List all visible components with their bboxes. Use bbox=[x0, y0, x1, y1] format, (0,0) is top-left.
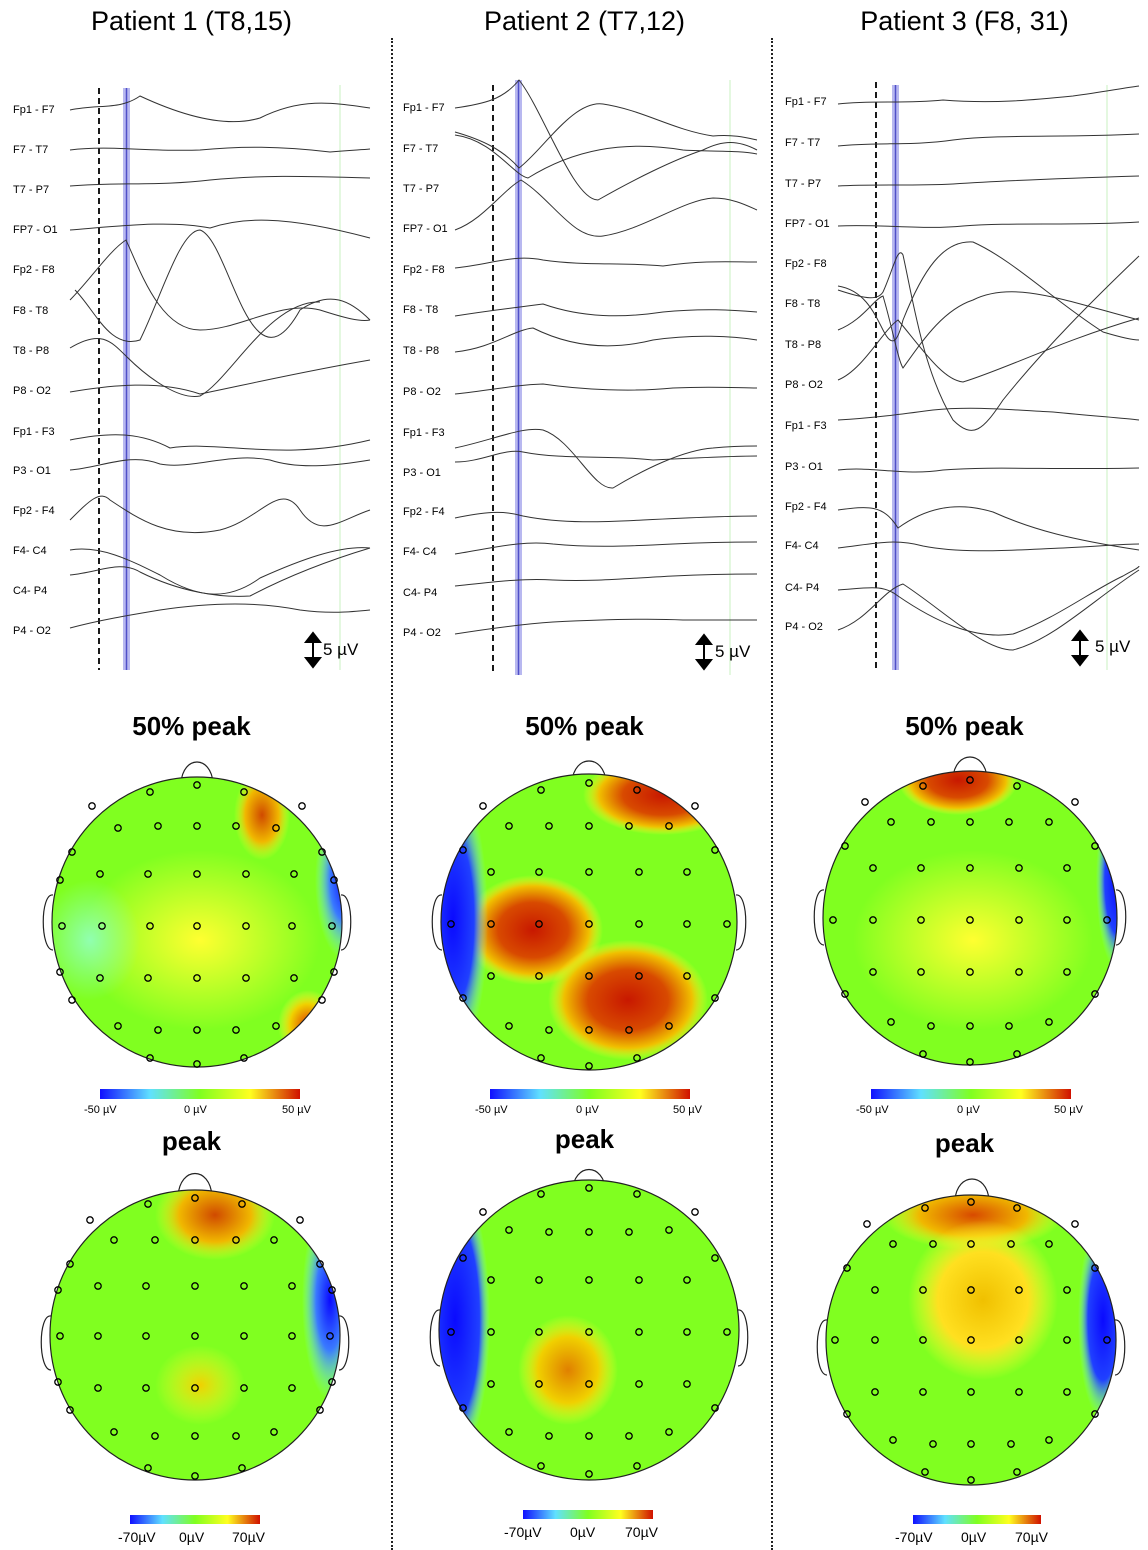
channel-label: C4- P4 bbox=[13, 585, 48, 597]
channel-label: Fp1 - F7 bbox=[785, 96, 827, 108]
map-title-50-peak: 50% peak bbox=[905, 711, 1024, 741]
map-title-50-peak: 50% peak bbox=[525, 711, 644, 741]
channel-label: Fp1 - F3 bbox=[785, 420, 827, 432]
topomap-50-peak bbox=[42, 761, 352, 1099]
channel-label: F7 - T7 bbox=[785, 137, 821, 149]
channel-label: Fp1 - F3 bbox=[13, 426, 55, 438]
channel-label: F4- C4 bbox=[785, 540, 819, 552]
colorbar bbox=[523, 1510, 653, 1519]
channel-label: Fp2 - F4 bbox=[13, 505, 55, 517]
colorbar-max: 50 µV bbox=[1054, 1104, 1083, 1116]
patient-3-panel: Patient 3 (F8, 31) Fp1 - F7 F7 - T7 T7 -… bbox=[773, 0, 1148, 1550]
channel-label: C4- P4 bbox=[785, 582, 820, 594]
map-title-peak: peak bbox=[161, 1126, 222, 1156]
topomap-peak bbox=[429, 1168, 749, 1519]
colorbar-max: 70µV bbox=[625, 1524, 658, 1540]
colorbar-mid: 0µV bbox=[570, 1524, 596, 1540]
colorbar-min: -70µV bbox=[118, 1529, 156, 1545]
channel-label: F8 - T8 bbox=[13, 305, 49, 317]
map-title-peak: peak bbox=[934, 1128, 995, 1158]
scale-arrow-icon bbox=[1070, 629, 1090, 667]
patient-1-panel: Patient 1 (T8,15) Fp1 - F7 F7 - T7 T7 - … bbox=[0, 0, 383, 1550]
patient-2-panel: Patient 2 (T7,12) Fp1 - F7 F7 - T7 T7 - … bbox=[393, 0, 776, 1550]
channel-label: T8 - P8 bbox=[13, 345, 50, 357]
channel-label: P3 - O1 bbox=[403, 467, 441, 479]
scale-label: 5 µV bbox=[323, 640, 359, 659]
channel-label: FP7 - O1 bbox=[403, 223, 448, 235]
channel-label: P8 - O2 bbox=[13, 385, 51, 397]
scale-label: 5 µV bbox=[715, 642, 751, 661]
channel-label: Fp1 - F3 bbox=[403, 427, 445, 439]
colorbar-max: 50 µV bbox=[282, 1104, 311, 1116]
channel-label: P8 - O2 bbox=[785, 379, 823, 391]
topomap-peak bbox=[40, 1172, 350, 1524]
colorbar-min: -50 µV bbox=[856, 1104, 889, 1116]
channel-label: Fp2 - F4 bbox=[785, 501, 827, 513]
channel-label: Fp2 - F8 bbox=[13, 264, 55, 276]
channel-label: P4 - O2 bbox=[785, 621, 823, 633]
colorbar-mid: 0 µV bbox=[184, 1104, 207, 1116]
channel-label: Fp2 - F4 bbox=[403, 506, 445, 518]
topomap-50-peak bbox=[431, 760, 747, 1099]
column-divider bbox=[771, 38, 773, 1550]
patient-2-title: Patient 2 (T7,12) bbox=[483, 6, 686, 36]
colorbar bbox=[130, 1515, 260, 1524]
channel-label: F4- C4 bbox=[13, 545, 47, 557]
topomap-50-peak bbox=[813, 756, 1127, 1099]
channel-label: P8 - O2 bbox=[403, 386, 441, 398]
colorbar-max: 70µV bbox=[1015, 1529, 1048, 1545]
channel-label: FP7 - O1 bbox=[13, 224, 58, 236]
channel-label: T7 - P7 bbox=[13, 184, 50, 196]
channel-label: FP7 - O1 bbox=[785, 218, 830, 230]
channel-label: F7 - T7 bbox=[13, 144, 49, 156]
channel-label: C4- P4 bbox=[403, 587, 438, 599]
channel-label: F7 - T7 bbox=[403, 143, 439, 155]
colorbar-min: -70µV bbox=[504, 1524, 542, 1540]
channel-label: P3 - O1 bbox=[785, 461, 823, 473]
colorbar-mid: 0 µV bbox=[576, 1104, 599, 1116]
channel-label: F8 - T8 bbox=[785, 298, 821, 310]
eeg-traces bbox=[837, 82, 1140, 670]
channel-label: Fp1 - F7 bbox=[403, 102, 445, 114]
colorbar-min: -50 µV bbox=[475, 1104, 508, 1116]
colorbar bbox=[100, 1089, 300, 1099]
channel-label: T7 - P7 bbox=[403, 183, 440, 195]
colorbar-mid: 0µV bbox=[961, 1529, 987, 1545]
topomap-peak bbox=[816, 1178, 1126, 1524]
channel-label: T7 - P7 bbox=[785, 178, 822, 190]
patient-3-title: Patient 3 (F8, 31) bbox=[860, 6, 1069, 36]
colorbar-min: -50 µV bbox=[84, 1104, 117, 1116]
colorbar-max: 50 µV bbox=[673, 1104, 702, 1116]
colorbar bbox=[913, 1515, 1041, 1524]
colorbar-mid: 0µV bbox=[179, 1529, 205, 1545]
column-divider bbox=[391, 38, 393, 1550]
colorbar bbox=[871, 1089, 1071, 1099]
colorbar-min: -70µV bbox=[895, 1529, 933, 1545]
scale-arrow-icon bbox=[303, 631, 323, 669]
scale-arrow-icon bbox=[694, 633, 714, 671]
patient-1-title: Patient 1 (T8,15) bbox=[90, 6, 293, 36]
channel-label: Fp1 - F7 bbox=[13, 104, 55, 116]
colorbar-mid: 0 µV bbox=[957, 1104, 980, 1116]
channel-label: P4 - O2 bbox=[13, 625, 51, 637]
channel-label: P3 - O1 bbox=[13, 465, 51, 477]
channel-label: F8 - T8 bbox=[403, 304, 439, 316]
channel-label: F4- C4 bbox=[403, 546, 437, 558]
scale-label: 5 µV bbox=[1095, 637, 1131, 656]
map-title-peak: peak bbox=[554, 1124, 615, 1154]
channel-label: T8 - P8 bbox=[785, 339, 822, 351]
channel-label: Fp2 - F8 bbox=[403, 264, 445, 276]
eeg-traces bbox=[69, 85, 371, 670]
channel-label: P4 - O2 bbox=[403, 627, 441, 639]
colorbar bbox=[490, 1089, 690, 1099]
channel-label: Fp2 - F8 bbox=[785, 258, 827, 270]
channel-label: T8 - P8 bbox=[403, 345, 440, 357]
map-title-50-peak: 50% peak bbox=[132, 711, 251, 741]
eeg-traces bbox=[454, 79, 758, 675]
colorbar-max: 70µV bbox=[232, 1529, 265, 1545]
